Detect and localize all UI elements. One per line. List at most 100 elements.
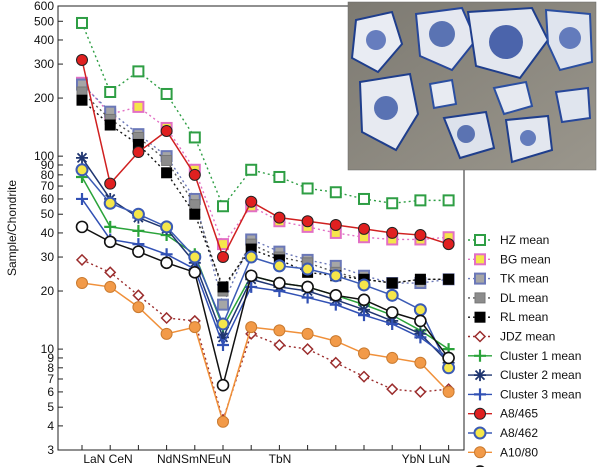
data-point — [217, 415, 229, 428]
data-point — [188, 250, 202, 264]
data-point — [329, 289, 343, 302]
legend-marker — [474, 234, 486, 246]
data-point — [357, 370, 371, 383]
series-layer — [75, 16, 456, 428]
y-tick-label: 300 — [34, 57, 54, 71]
data-point — [132, 65, 145, 78]
data-point — [104, 266, 117, 279]
data-point — [104, 119, 116, 131]
legend-label: A8/465 — [500, 407, 538, 421]
data-point — [301, 262, 315, 276]
legend-label: Cluster 3 mean — [500, 387, 581, 401]
legend-marker — [474, 407, 486, 420]
series-line — [81, 198, 450, 359]
data-point — [132, 289, 145, 302]
data-point — [357, 278, 371, 292]
x-tick-label: YbN LuN — [402, 452, 451, 466]
y-tick-label: 500 — [34, 14, 54, 28]
data-point — [301, 327, 314, 340]
legend-item: Cluster 3 mean — [468, 387, 581, 401]
data-point — [104, 220, 117, 233]
data-point — [272, 259, 286, 273]
legend-label: HZ mean — [500, 233, 549, 247]
legend-label: BG mean — [500, 252, 551, 266]
y-tick-label: 10 — [41, 342, 55, 356]
data-point — [189, 208, 201, 220]
data-point — [301, 343, 314, 356]
data-point — [103, 235, 117, 249]
data-point — [273, 324, 286, 337]
data-point — [329, 356, 342, 369]
data-point — [188, 321, 201, 334]
data-point — [132, 245, 145, 258]
data-point — [160, 327, 173, 340]
data-point — [301, 280, 314, 294]
data-point — [301, 182, 314, 195]
data-point — [329, 335, 342, 348]
data-point — [442, 385, 455, 398]
legend-label: DL mean — [500, 291, 548, 305]
data-point — [413, 303, 427, 317]
legend-marker — [473, 330, 487, 343]
data-point — [160, 220, 174, 234]
data-point — [273, 276, 286, 290]
y-tick-label: 100 — [34, 149, 54, 163]
data-point — [301, 215, 314, 228]
data-point — [217, 251, 229, 264]
y-tick-label: 60 — [41, 192, 55, 206]
y-tick-label: 600 — [34, 0, 54, 13]
data-point — [217, 281, 229, 293]
y-tick-label: 50 — [41, 207, 55, 221]
legend-marker — [474, 388, 486, 401]
legend-label: A10/80 — [500, 445, 538, 459]
y-tick-label: 70 — [41, 179, 55, 193]
series-9 — [76, 53, 455, 264]
data-point — [245, 321, 258, 334]
legend-item: JDZ mean — [468, 330, 555, 344]
data-point — [160, 125, 173, 138]
y-tick-label: 200 — [34, 91, 54, 105]
y-tick-label: 20 — [41, 284, 55, 298]
legend-label: JDZ mean — [500, 330, 555, 344]
data-point — [245, 280, 258, 293]
legend-marker — [474, 292, 486, 304]
y-tick-label: 5 — [47, 400, 54, 414]
legend-item: TK mean — [468, 272, 549, 286]
legend-item: HZ mean — [468, 233, 549, 247]
x-tick-label: LaN CeN — [83, 452, 132, 466]
y-tick-label: 8 — [47, 361, 54, 375]
data-point — [414, 229, 427, 242]
series-line — [81, 259, 449, 423]
y-tick-label: 6 — [47, 385, 54, 399]
data-point — [443, 273, 455, 285]
data-point — [160, 87, 173, 100]
legend-item: RL mean — [468, 310, 548, 324]
legend-marker — [474, 446, 486, 459]
series-line — [81, 157, 450, 364]
y-tick-label: 4 — [47, 419, 54, 433]
data-point — [273, 211, 286, 224]
data-point — [216, 378, 230, 392]
legend-label: A8/462 — [500, 426, 538, 440]
data-point — [217, 200, 229, 213]
x-tick-label: NdNSmNEuN — [157, 452, 231, 466]
data-point — [358, 222, 370, 235]
y-tick-label: 400 — [34, 33, 54, 47]
legend-item: Cluster 1 mean — [468, 349, 581, 363]
data-point — [442, 194, 455, 207]
data-point — [273, 170, 286, 183]
data-point — [414, 314, 427, 328]
legend-item: Cluster 2 mean — [468, 368, 581, 382]
data-point — [104, 280, 117, 293]
legend-marker — [474, 369, 486, 382]
data-point — [76, 94, 88, 106]
data-point — [217, 339, 229, 352]
data-point — [386, 317, 399, 330]
data-point — [104, 177, 117, 190]
legend-label: A10/81/82 — [500, 465, 555, 467]
x-tick-label: TbN — [269, 452, 292, 466]
y-tick-label: 80 — [41, 168, 55, 182]
legend-marker — [474, 253, 486, 266]
data-point — [75, 253, 89, 266]
legend-label: RL mean — [500, 310, 548, 324]
